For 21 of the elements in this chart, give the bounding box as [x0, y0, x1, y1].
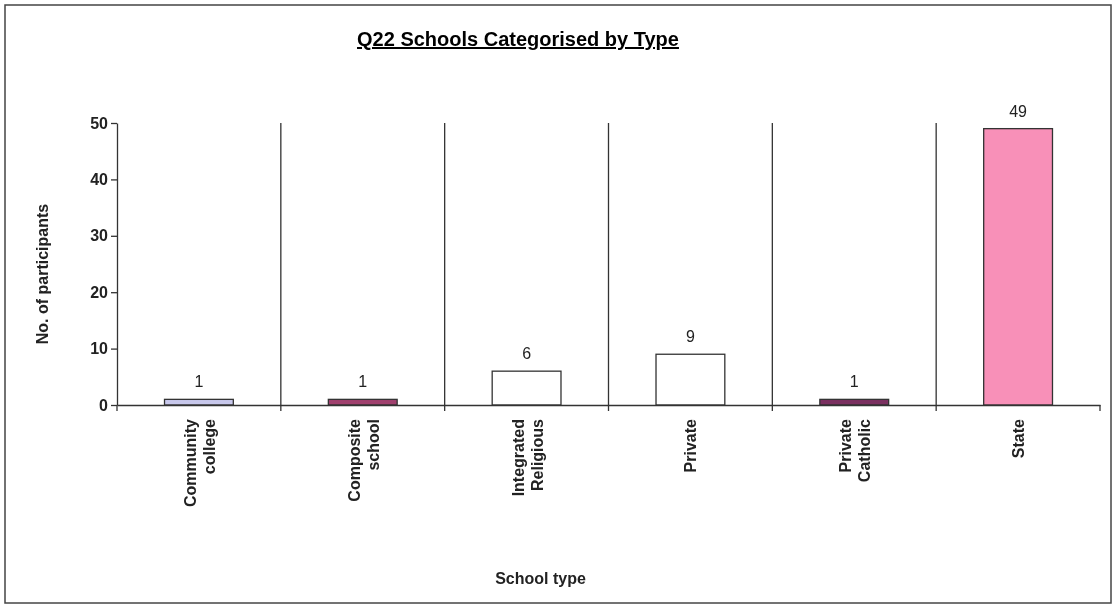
y-tick-label: 50 — [90, 114, 109, 132]
y-tick-label: 20 — [90, 283, 109, 301]
y-tick-label: 0 — [99, 396, 109, 414]
x-tick-label: Private Catholic — [837, 418, 874, 483]
y-axis-title: No. of participants — [34, 203, 51, 345]
x-axis-title: School type — [495, 570, 586, 587]
data-label: 9 — [685, 328, 695, 346]
x-tick-label: State — [1010, 418, 1028, 459]
data-label: 1 — [849, 373, 859, 391]
x-tick-label: Composite school — [345, 418, 382, 502]
data-label: 6 — [522, 345, 532, 363]
chart-title: Q22 Schools Categorised by Type — [357, 28, 679, 50]
data-label: 1 — [358, 373, 368, 391]
data-label: 49 — [1009, 102, 1028, 120]
x-tick-label: Private — [682, 418, 700, 473]
x-tick-label: Community college — [181, 418, 218, 507]
data-label: 1 — [194, 373, 204, 391]
y-tick-label: 30 — [90, 227, 109, 245]
y-tick-label: 10 — [90, 340, 109, 358]
x-tick-label: Integrated Religious — [509, 418, 546, 497]
y-tick-label: 40 — [90, 171, 109, 189]
